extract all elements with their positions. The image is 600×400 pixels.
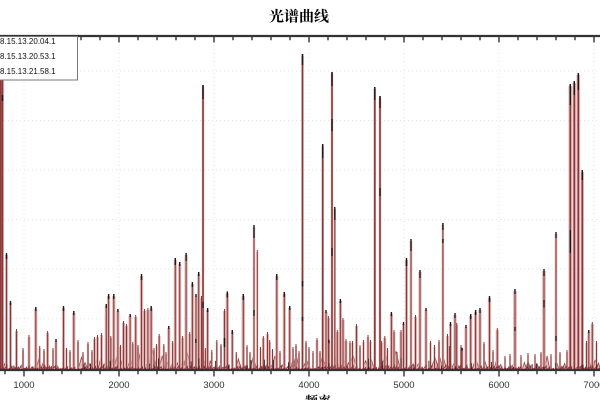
svg-text:1000: 1000 bbox=[13, 380, 34, 391]
svg-text:6000: 6000 bbox=[488, 380, 509, 391]
svg-text:7000: 7000 bbox=[583, 380, 600, 391]
svg-text:2000: 2000 bbox=[108, 380, 129, 391]
svg-text:8.15.13.21.58.1: 8.15.13.21.58.1 bbox=[0, 67, 56, 76]
svg-text:8.15.13.20.53.1: 8.15.13.20.53.1 bbox=[0, 52, 56, 61]
svg-text:8.15.13.20.04.1: 8.15.13.20.04.1 bbox=[0, 37, 56, 46]
svg-text:3000: 3000 bbox=[203, 380, 224, 391]
svg-text:4000: 4000 bbox=[298, 380, 319, 391]
svg-text:5000: 5000 bbox=[393, 380, 414, 391]
